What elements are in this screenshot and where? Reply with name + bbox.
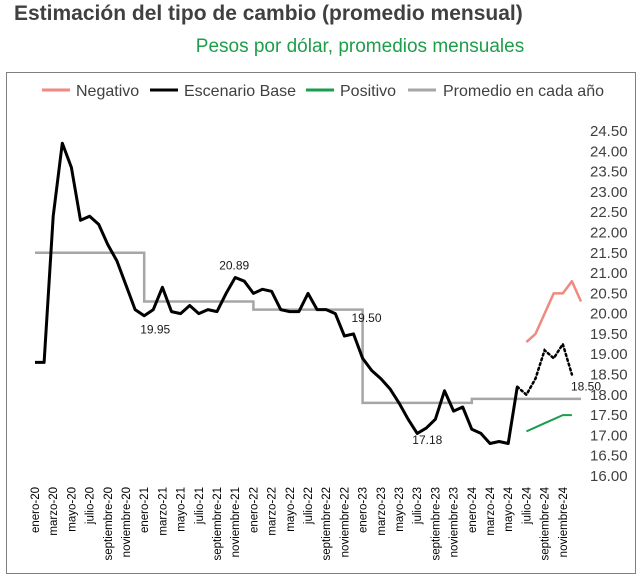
x-tick-label: septiembre-23 [430,487,442,561]
x-tick-label: enero-20 [30,487,42,533]
data-label: 19.95 [140,323,170,337]
x-tick-label: marzo-24 [485,486,497,535]
y-tick-label: 22.50 [590,204,628,221]
x-tick-label: julio-24 [521,486,533,525]
y-tick-label: 19.50 [590,326,628,343]
data-label: 17.18 [412,433,442,447]
x-tick-label: mayo-21 [176,487,188,532]
data-label: 18.50 [571,380,601,394]
y-tick-label: 18.50 [590,367,628,384]
x-tick-label: mayo-22 [285,487,297,532]
chart-subtitle: Pesos por dólar, promedios mensuales [195,36,525,57]
y-tick-label: 20.00 [590,306,628,323]
y-tick-label: 17.00 [590,427,628,444]
series-positivo-line [525,414,572,433]
x-tick-label: julio-23 [412,487,424,525]
y-tick-label: 21.50 [590,245,628,262]
x-axis: enero-20 marzo-20 mayo-20 julio-20 septiembr… [30,486,570,560]
x-tick-label: enero-24 [467,486,479,533]
series-negativo-line [525,279,583,344]
y-tick-label: 23.00 [590,184,628,201]
x-tick-label: marzo-21 [157,487,169,536]
series-promedio-line [35,251,581,405]
x-tick-label: noviembre-23 [449,487,461,557]
legend-label-negativo: Negativo [76,83,139,100]
series-base-line [35,141,519,445]
chart-frame [6,72,636,574]
chart-title: Estimación del tipo de cambio (promedio … [14,2,523,25]
x-tick-label: noviembre-24 [558,486,570,557]
plot-area [35,141,583,445]
legend-label-positivo: Positivo [340,83,396,100]
data-label: 20.89 [219,259,249,273]
y-tick-label: 16.50 [590,448,628,465]
x-tick-label: julio-21 [194,487,206,525]
y-tick-label: 24.50 [590,123,628,140]
legend: Negativo Escenario Base Positivo Promedi… [42,83,604,100]
data-label: 19.50 [352,311,382,325]
x-tick-label: noviembre-21 [230,487,242,557]
x-tick-label: septiembre-24 [540,486,552,560]
x-tick-label: septiembre-20 [103,487,115,561]
x-tick-label: marzo-22 [267,487,279,536]
y-tick-label: 17.50 [590,407,628,424]
x-tick-label: noviembre-22 [339,487,351,557]
x-tick-label: noviembre-20 [121,487,133,557]
x-tick-label: enero-21 [139,487,151,533]
y-tick-label: 20.50 [590,285,628,302]
x-tick-label: julio-22 [303,487,315,525]
x-tick-label: enero-22 [248,487,260,533]
x-tick-label: septiembre-22 [321,487,333,561]
series-base-projection-line [516,341,574,397]
x-tick-label: enero-23 [358,487,370,533]
x-tick-label: marzo-23 [376,487,388,536]
legend-label-promedio: Promedio en cada año [443,83,604,100]
x-tick-label: marzo-20 [48,487,60,536]
y-tick-label: 23.50 [590,164,628,181]
x-tick-label: julio-20 [85,487,97,525]
x-tick-label: septiembre-21 [212,487,224,561]
legend-label-base: Escenario Base [184,83,296,100]
y-tick-label: 21.00 [590,265,628,282]
data-labels: 19.95 20.89 19.50 17.18 18.50 [140,259,601,448]
y-tick-label: 19.00 [590,346,628,363]
x-tick-label: mayo-24 [503,486,515,531]
y-tick-label: 24.00 [590,143,628,160]
y-tick-label: 16.00 [590,468,628,485]
y-tick-label: 18.00 [590,387,628,404]
x-tick-label: mayo-20 [66,487,78,532]
y-tick-label: 22.00 [590,224,628,241]
x-tick-label: mayo-23 [394,487,406,532]
y-axis: 24.50 24.00 23.50 23.00 22.50 22.00 21.50 21.00… [590,123,628,485]
